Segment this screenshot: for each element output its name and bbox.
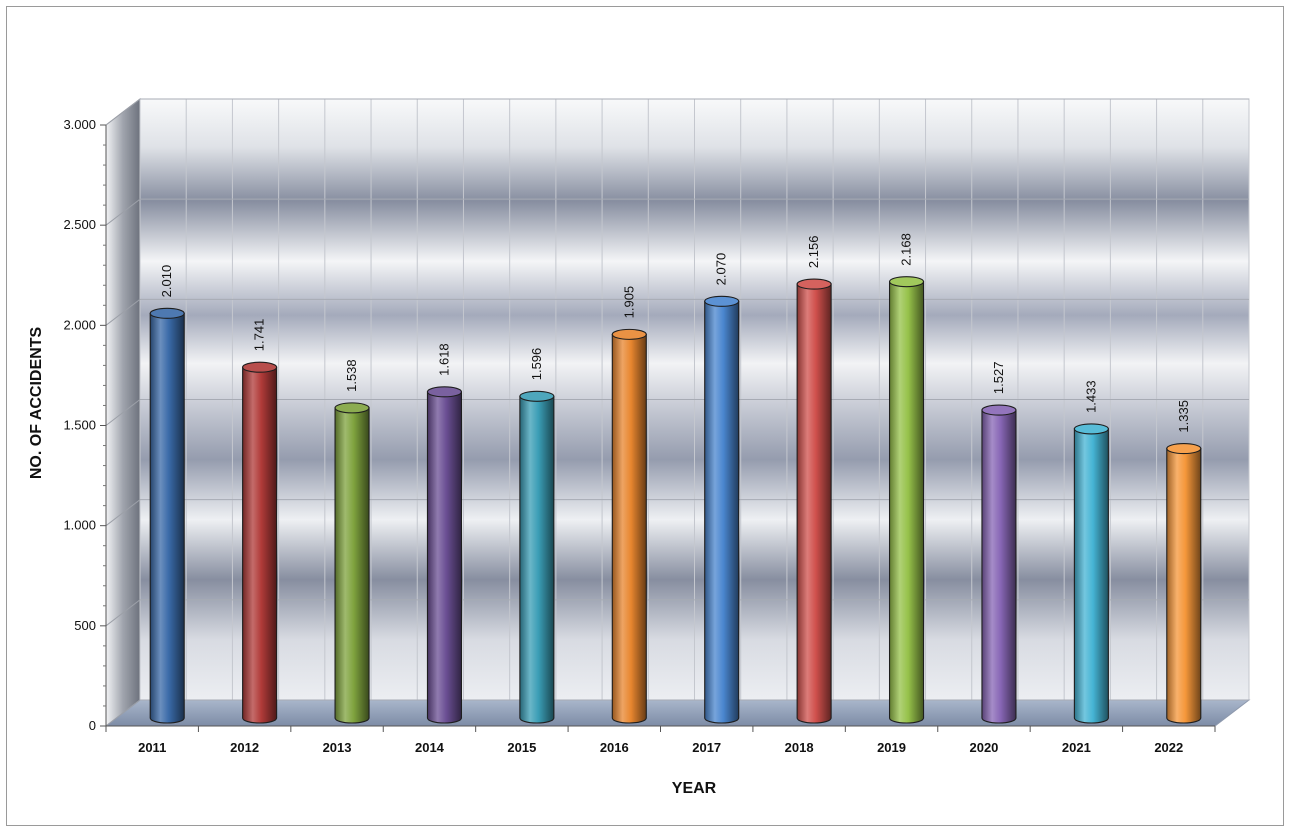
bar-2014: 1.618 bbox=[426, 343, 463, 724]
bar-top bbox=[796, 278, 832, 290]
x-tick-label: 2014 bbox=[415, 740, 445, 755]
x-tick-label: 2021 bbox=[1062, 740, 1091, 755]
data-label: 1.433 bbox=[1083, 380, 1098, 413]
bar-top bbox=[334, 402, 370, 414]
bar-top bbox=[1166, 443, 1202, 455]
x-tick-label: 2022 bbox=[1154, 740, 1183, 755]
bar-2015: 1.596 bbox=[519, 348, 555, 724]
grid-line-side bbox=[105, 399, 141, 426]
bar-top bbox=[242, 361, 278, 373]
bar-top bbox=[611, 328, 647, 340]
bar-body bbox=[1073, 428, 1109, 724]
grid-line-side bbox=[105, 198, 141, 226]
bar-2020: 1.527 bbox=[981, 362, 1017, 724]
bar-top bbox=[981, 404, 1017, 416]
bar-body bbox=[704, 300, 740, 724]
y-tick-label: 0 bbox=[89, 718, 96, 733]
data-label: 1.596 bbox=[529, 348, 544, 381]
x-tick-label: 2017 bbox=[692, 740, 721, 755]
data-label: 1.335 bbox=[1176, 400, 1191, 433]
bar-2021: 1.433 bbox=[1073, 380, 1109, 724]
y-tick-label: 2.000 bbox=[63, 317, 96, 332]
y-tick-label: 2.500 bbox=[63, 217, 96, 232]
bar-body bbox=[888, 281, 925, 724]
bar-body bbox=[796, 283, 832, 724]
data-label: 1.618 bbox=[436, 343, 451, 376]
bar-top bbox=[149, 307, 185, 319]
data-label: 1.527 bbox=[991, 362, 1006, 395]
bar-2013: 1.538 bbox=[334, 359, 370, 724]
bar-2011: 2.010 bbox=[149, 265, 185, 724]
y-tick-label: 3.000 bbox=[63, 117, 96, 132]
bar-2017: 2.070 bbox=[704, 253, 740, 724]
x-tick-label: 2016 bbox=[600, 740, 629, 755]
y-tick-label: 500 bbox=[74, 618, 96, 633]
y-axis-title: NO. OF ACCIDENTS bbox=[28, 327, 45, 480]
x-tick-label: 2011 bbox=[138, 740, 166, 755]
bar-top bbox=[519, 390, 555, 402]
x-tick-label: 2015 bbox=[507, 740, 536, 755]
grid-line-side bbox=[105, 599, 141, 627]
chart-frame: 0 500 1.000 1.500 2.000 2.500 3.000 2.010 1.741… bbox=[6, 6, 1284, 826]
y-tick-label: 1.500 bbox=[63, 418, 96, 433]
x-tick-label: 2012 bbox=[230, 740, 259, 755]
bar-body bbox=[1166, 448, 1202, 724]
bar-body bbox=[149, 312, 185, 724]
bar-body bbox=[426, 391, 463, 724]
x-axis-title: YEAR bbox=[672, 780, 717, 797]
bar-top bbox=[888, 276, 925, 288]
bar-2016: 1.905 bbox=[611, 286, 647, 724]
bar-body bbox=[334, 407, 370, 724]
data-label: 1.905 bbox=[621, 286, 636, 319]
grid-line-side bbox=[105, 499, 141, 527]
data-label: 2.070 bbox=[714, 253, 729, 286]
y-axis: 0 500 1.000 1.500 2.000 2.500 3.000 bbox=[63, 117, 107, 733]
bar-2018: 2.156 bbox=[796, 236, 832, 724]
bar-2012: 1.741 bbox=[242, 319, 278, 724]
x-tick-label: 2013 bbox=[323, 740, 352, 755]
bar-body bbox=[242, 366, 278, 724]
bars: 2.010 1.741 1.538 1.618 1.596 1.905 2.070 2.156… bbox=[149, 233, 1202, 724]
x-tick-label: 2020 bbox=[969, 740, 998, 755]
y-tick-label: 1.000 bbox=[63, 518, 96, 533]
bar-top bbox=[1073, 423, 1109, 435]
grid-lines bbox=[105, 98, 1250, 727]
bar-body bbox=[981, 409, 1017, 724]
data-label: 2.156 bbox=[806, 236, 821, 269]
bar-chart: 0 500 1.000 1.500 2.000 2.500 3.000 2.010 1.741… bbox=[28, 97, 1251, 797]
data-label: 2.010 bbox=[159, 265, 174, 298]
grid-line-side bbox=[105, 298, 141, 326]
bar-body bbox=[611, 333, 647, 724]
bar-2019: 2.168 bbox=[888, 233, 925, 724]
data-label: 1.538 bbox=[344, 359, 359, 392]
data-label: 2.168 bbox=[899, 233, 914, 266]
data-label: 1.741 bbox=[252, 319, 267, 352]
x-tick-label: 2019 bbox=[877, 740, 906, 755]
grid-line-side bbox=[105, 98, 141, 126]
bar-body bbox=[519, 395, 555, 724]
bar-top bbox=[426, 386, 463, 398]
x-axis: 2011 2012 2013 2014 2015 2016 2017 2018 2019 2020… bbox=[105, 725, 1216, 755]
grid-line-side bbox=[105, 699, 141, 727]
x-tick-label: 2018 bbox=[785, 740, 814, 755]
bar-top bbox=[704, 295, 740, 307]
bar-2022: 1.335 bbox=[1166, 400, 1202, 724]
